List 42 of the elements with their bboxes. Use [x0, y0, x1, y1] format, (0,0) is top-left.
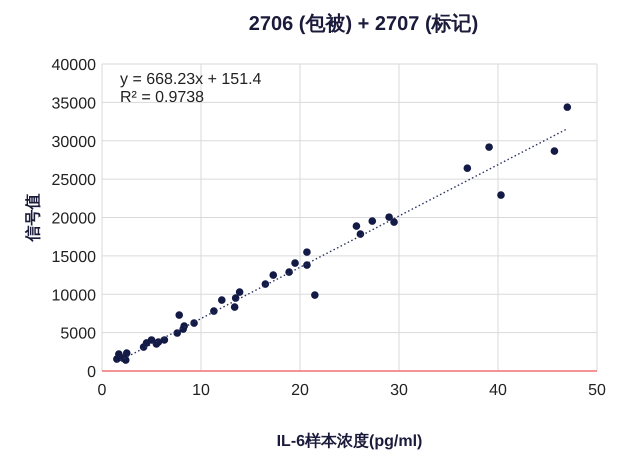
point [236, 288, 244, 296]
y-tick-label: 40000 [52, 57, 96, 74]
x-tick-label: 40 [489, 382, 507, 399]
y-axis-title: 信号值 [24, 194, 42, 242]
y-tick-label: 20000 [52, 210, 96, 228]
point [218, 296, 226, 304]
point [368, 217, 376, 225]
point [122, 349, 131, 357]
point [550, 147, 558, 155]
y-tick-label: 10000 [52, 287, 96, 304]
y-tick-label: 25000 [52, 172, 96, 190]
point [485, 143, 493, 151]
x-tick-label: 30 [390, 382, 408, 399]
y-tick-label: 0 [87, 364, 96, 381]
point [497, 191, 505, 199]
point [122, 356, 130, 364]
point [303, 248, 311, 256]
point [148, 336, 156, 344]
annotation: y = 668.23x + 151.4 [120, 71, 262, 88]
point [311, 291, 319, 299]
point [385, 213, 393, 221]
chart-title: 2706 (包被) + 2707 (标记) [248, 12, 478, 35]
point [464, 164, 472, 172]
point [564, 103, 572, 111]
x-tick-label: 0 [98, 382, 107, 399]
point [390, 218, 398, 226]
point [230, 303, 238, 311]
point [303, 261, 311, 269]
point [269, 271, 278, 279]
x-tick-label: 20 [291, 382, 309, 399]
point [175, 311, 184, 319]
y-tick-label: 15000 [52, 248, 96, 266]
point [291, 259, 299, 267]
point [352, 222, 360, 230]
point [160, 336, 168, 344]
y-tick-label: 35000 [52, 95, 96, 112]
x-axis-title: IL-6样本浓度(pg/ml) [276, 431, 422, 450]
annotation: R² = 0.9738 [120, 89, 204, 106]
x-tick-label: 50 [588, 382, 606, 399]
y-tick-label: 30000 [52, 134, 96, 151]
x-tick-label: 10 [192, 382, 210, 399]
y-tick-label: 5000 [60, 326, 96, 343]
